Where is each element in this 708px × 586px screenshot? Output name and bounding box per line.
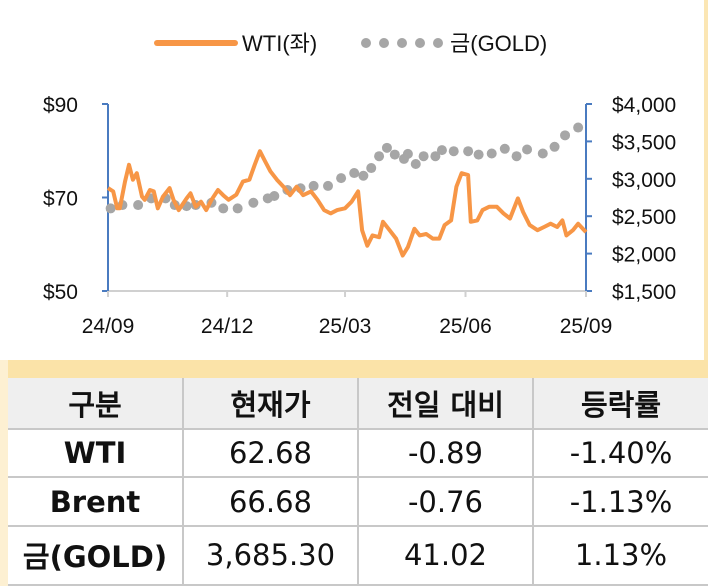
gold-point — [473, 149, 484, 160]
gold-point — [133, 200, 144, 211]
right-border — [704, 0, 708, 378]
gold-point — [366, 163, 377, 174]
gold-point — [308, 180, 319, 191]
right-tick-label: $3,500 — [612, 131, 676, 154]
gold-point — [486, 148, 497, 159]
gold-point — [402, 148, 413, 159]
legend-gold-label: 금(GOLD) — [450, 31, 547, 56]
x-tick-label: 25/03 — [319, 315, 372, 338]
header-change: 전일 대비 — [357, 378, 534, 430]
x-tick-label: 25/09 — [560, 315, 613, 338]
gold-point — [463, 146, 474, 157]
gold-point — [560, 130, 571, 141]
gold-point — [573, 122, 584, 133]
gold-point — [336, 173, 347, 184]
gold-point — [349, 168, 360, 179]
row-change: 41.02 — [357, 524, 534, 586]
header-current-price: 현재가 — [182, 378, 359, 430]
left-tick-label: $50 — [43, 281, 78, 304]
gold-point — [248, 197, 259, 208]
header-category: 구분 — [8, 378, 184, 430]
row-price: 3,685.30 — [182, 524, 359, 586]
table-header-row: 구분 현재가 전일 대비 등락률 — [8, 378, 708, 430]
gold-point — [448, 146, 459, 157]
gold-point — [511, 151, 522, 162]
gold-point — [105, 203, 116, 214]
x-tick-label: 25/06 — [439, 315, 492, 338]
gold-point — [430, 151, 441, 162]
gold-point — [374, 151, 385, 162]
gold-point — [232, 203, 243, 214]
header-change-rate: 등락률 — [532, 378, 708, 430]
gold-point — [381, 142, 392, 153]
gold-point — [218, 203, 229, 214]
row-rate: -1.40% — [532, 427, 708, 479]
row-price: 66.68 — [182, 476, 359, 527]
row-name: WTI — [8, 427, 184, 479]
gold-point — [436, 145, 447, 156]
row-price: 62.68 — [182, 427, 359, 479]
table-row: Brent 66.68 -0.76 -1.13% — [8, 476, 708, 527]
table-top-band — [0, 360, 708, 378]
legend-gold-swatch — [361, 38, 443, 48]
right-tick-label: $1,500 — [612, 281, 676, 304]
gold-point — [418, 151, 429, 162]
gold-point — [549, 141, 560, 152]
gold-point — [323, 180, 334, 191]
legend: WTI(좌) 금(GOLD) — [154, 31, 547, 56]
price-table: 구분 현재가 전일 대비 등락률 WTI 62.68 -0.89 -1.40% … — [8, 378, 708, 586]
gold-point — [389, 149, 400, 160]
x-tick-label: 24/12 — [201, 315, 254, 338]
wti-gold-chart: WTI(좌) 금(GOLD) $90 $70 $50 $4,000 $3,500 $3,0… — [42, 31, 677, 338]
gold-point — [522, 144, 533, 155]
table-row: WTI 62.68 -0.89 -1.40% — [8, 427, 708, 479]
row-rate: 1.13% — [532, 524, 708, 586]
gold-point — [537, 148, 548, 159]
row-name: 금(GOLD) — [8, 524, 184, 586]
wti-series-line — [106, 149, 588, 258]
left-tick-label: $70 — [43, 188, 78, 211]
legend-wti-label: WTI(좌) — [242, 31, 317, 56]
row-change: -0.76 — [357, 476, 534, 527]
row-rate: -1.13% — [532, 476, 708, 527]
right-tick-label: $4,000 — [612, 94, 676, 117]
left-tick-label: $90 — [43, 94, 78, 117]
axes: $90 $70 $50 $4,000 $3,500 $3,000 $2,500 $2,000 $… — [43, 94, 676, 338]
gold-series — [105, 122, 584, 214]
right-tick-label: $2,500 — [612, 206, 676, 229]
row-change: -0.89 — [357, 427, 534, 479]
left-border — [0, 360, 8, 586]
x-tick-label: 24/09 — [82, 315, 135, 338]
gold-point — [410, 158, 421, 169]
right-tick-label: $3,000 — [612, 169, 676, 192]
table-row: 금(GOLD) 3,685.30 41.02 1.13% — [8, 524, 708, 586]
right-tick-label: $2,000 — [612, 244, 676, 267]
gold-point — [499, 143, 510, 154]
gold-point — [269, 191, 280, 202]
gold-point — [358, 170, 369, 181]
row-name: Brent — [8, 476, 184, 527]
